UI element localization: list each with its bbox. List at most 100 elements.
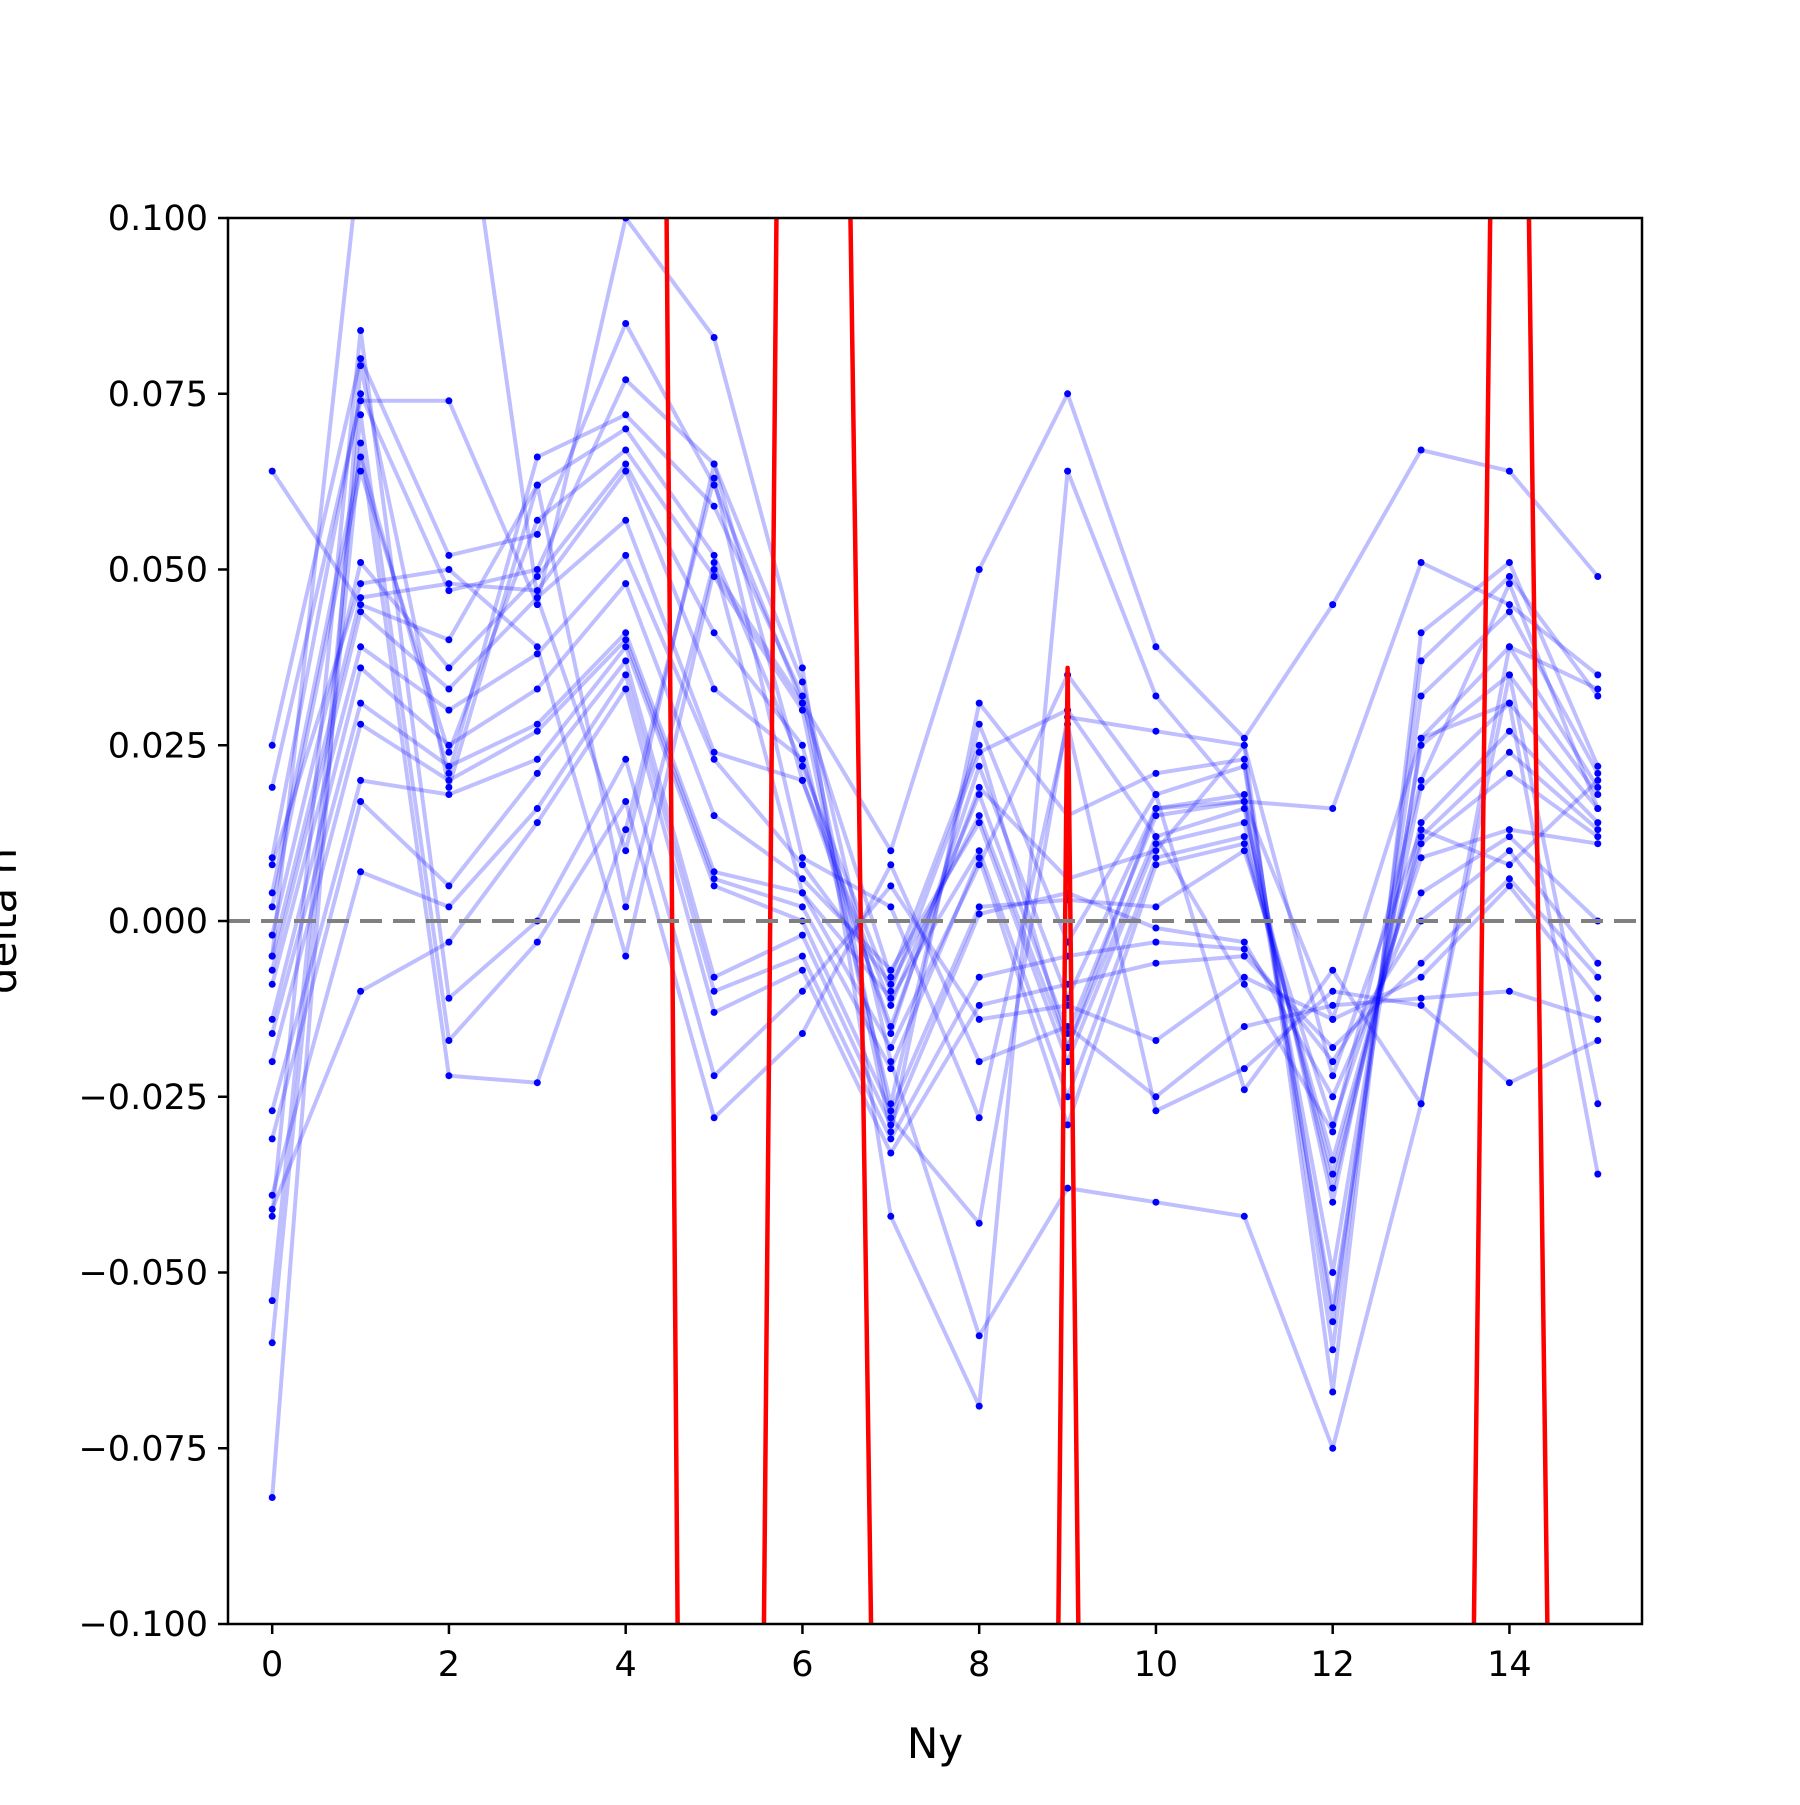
sample-point: [887, 973, 895, 981]
sample-point: [887, 987, 895, 995]
sample-point: [710, 755, 718, 763]
sample-point: [975, 1058, 983, 1066]
sample-point: [1417, 889, 1425, 897]
sample-point: [1240, 755, 1248, 763]
sample-point: [710, 868, 718, 876]
sample-point: [887, 994, 895, 1002]
sample-series-line: [270, 630, 1600, 1177]
sample-point: [622, 755, 630, 763]
sample-point: [710, 551, 718, 559]
sample-point: [887, 1128, 895, 1136]
sample-point: [357, 390, 365, 398]
sample-point: [357, 699, 365, 707]
sample-point: [1594, 692, 1602, 700]
sample-point: [1594, 783, 1602, 791]
sample-series-line: [270, 687, 1600, 1210]
sample-point: [622, 467, 630, 475]
sample-point: [1417, 783, 1425, 791]
sample-point: [1240, 734, 1248, 742]
sample-point: [357, 776, 365, 784]
sample-point: [1417, 734, 1425, 742]
sample-point: [445, 664, 453, 672]
sample-point: [1240, 980, 1248, 988]
y-tick-label: 0.050: [108, 551, 208, 591]
sample-point: [1594, 685, 1602, 693]
sample-point: [1417, 1100, 1425, 1108]
sample-point: [622, 903, 630, 911]
x-tick-label: 6: [791, 1645, 813, 1685]
sample-point: [1152, 1107, 1160, 1115]
sample-point: [710, 748, 718, 756]
sample-point: [798, 762, 806, 770]
sample-point: [357, 594, 365, 602]
x-axis-ticks: 0 2 4 6 8 10 12 14: [261, 1624, 1532, 1685]
sample-point: [710, 559, 718, 566]
sample-point: [533, 769, 541, 777]
sample-point: [357, 355, 365, 363]
sample-point: [1594, 769, 1602, 777]
sample-point: [1152, 840, 1160, 848]
sample-point: [1594, 826, 1602, 834]
sample-series-line: [270, 328, 1600, 1217]
y-tick-label: 0.025: [108, 726, 208, 766]
sample-point: [1329, 1128, 1337, 1136]
sample-point: [1417, 446, 1425, 454]
sample-point: [1152, 833, 1160, 841]
sample-point: [887, 1065, 895, 1073]
sample-point: [1417, 826, 1425, 834]
sample-point: [268, 952, 276, 960]
sample-point: [357, 362, 365, 370]
sample-point: [1417, 819, 1425, 827]
sample-point: [975, 812, 983, 820]
sample-point: [622, 446, 630, 454]
sample-point: [887, 1044, 895, 1051]
sample-point: [710, 1114, 718, 1122]
sample-point: [445, 994, 453, 1002]
sample-point: [533, 530, 541, 538]
sample-point: [1417, 692, 1425, 700]
sample-point: [1594, 1037, 1602, 1044]
sample-point: [1329, 1072, 1337, 1080]
sample-point: [622, 657, 630, 665]
sample-point: [622, 826, 630, 834]
sample-point: [1505, 573, 1513, 580]
sample-point: [1152, 854, 1160, 862]
sample-point: [975, 847, 983, 855]
sample-point: [975, 720, 983, 728]
sample-point: [622, 425, 630, 433]
sample-point: [533, 755, 541, 763]
sample-point: [1152, 959, 1160, 967]
sample-point: [1152, 692, 1160, 700]
sample-point: [1505, 847, 1513, 855]
sample-point: [622, 636, 630, 644]
sample-point: [357, 987, 365, 995]
sample-point: [1594, 1100, 1602, 1108]
x-tick-label: 0: [261, 1645, 283, 1685]
sample-point: [1594, 776, 1602, 784]
sample-series-line: [270, 637, 1599, 1162]
sample-point: [1505, 882, 1513, 890]
sample-point: [1329, 1058, 1337, 1066]
sample-point: [1152, 1198, 1160, 1206]
sample-point: [1417, 959, 1425, 967]
sample-point: [1064, 390, 1072, 398]
sample-point: [1329, 1318, 1337, 1326]
x-tick-label: 4: [615, 1645, 637, 1685]
sample-point: [533, 594, 541, 602]
sample-point: [622, 516, 630, 524]
sample-point: [710, 502, 718, 510]
sample-point: [1417, 741, 1425, 749]
sample-point: [798, 741, 806, 749]
sample-point: [533, 650, 541, 658]
sample-point: [445, 1037, 453, 1044]
sample-point: [533, 566, 541, 573]
sample-point: [1417, 559, 1425, 566]
sample-point: [357, 144, 364, 151]
sample-point: [887, 1135, 895, 1143]
sample-point: [268, 1494, 276, 1501]
sample-point: [1152, 769, 1160, 777]
sample-series-line: [270, 672, 1600, 1196]
sample-point: [622, 798, 630, 805]
y-axis-label: delta h: [0, 848, 26, 994]
